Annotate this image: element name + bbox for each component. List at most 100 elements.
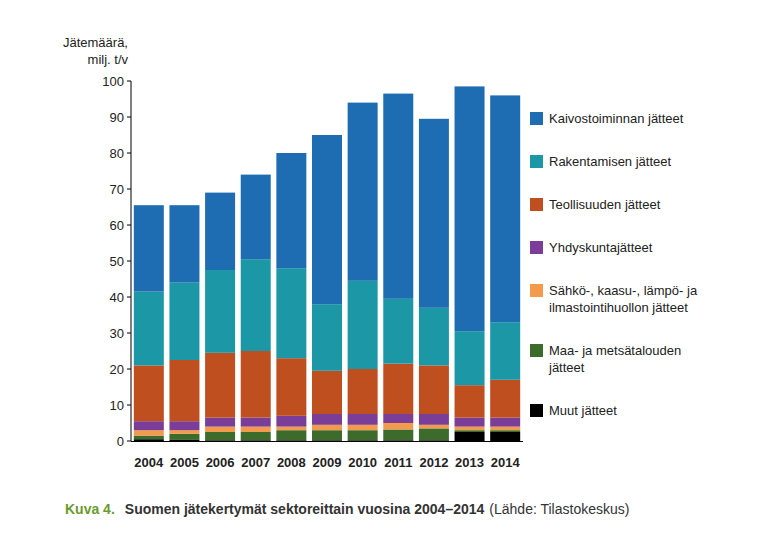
bar-segment [134, 436, 164, 440]
x-axis [131, 441, 523, 442]
bar-segment [490, 418, 520, 427]
bar-segment [205, 353, 235, 418]
legend-label: Sähkö-, kaasu-, lämpö- jailmastointihuol… [549, 283, 698, 315]
bar-segment [348, 430, 378, 440]
x-tick-label: 2007 [241, 455, 270, 470]
y-tick [127, 441, 131, 442]
bar-segment [348, 103, 378, 281]
legend-label: Rakentamisen jätteet [549, 154, 672, 169]
y-tick [127, 297, 131, 298]
y-tick-label: 60 [110, 218, 124, 233]
x-tick-label: 2012 [419, 455, 448, 470]
bar-segment [241, 432, 271, 440]
bar-segment [490, 322, 520, 380]
bar-segment [455, 331, 485, 385]
bar-segment [205, 427, 235, 432]
bars [134, 86, 520, 441]
source: (Lähde: Tilastokeskus) [489, 501, 629, 517]
bar-segment [241, 351, 271, 418]
bar-segment [348, 369, 378, 414]
legend-swatch [530, 284, 543, 297]
y-tick-label: 0 [117, 434, 124, 449]
bar-segment [490, 430, 520, 432]
x-tick-label: 2013 [455, 455, 484, 470]
y-tick-label: 10 [110, 398, 124, 413]
legend-label: Kaivostoiminnan jätteet [549, 111, 684, 126]
bar-segment [134, 365, 164, 421]
bar-segment [455, 418, 485, 427]
bar-segment [276, 358, 306, 416]
bar-segment [419, 119, 449, 308]
bar-segment [490, 427, 520, 431]
x-tick-label: 2014 [491, 455, 521, 470]
bar-segment [134, 421, 164, 430]
y-tick-label: 70 [110, 182, 124, 197]
bar-segment [383, 94, 413, 299]
legend-label: Teollisuuden jätteet [549, 197, 661, 212]
bar-segment [169, 360, 199, 421]
y-tick-label: 20 [110, 362, 124, 377]
x-tick-label: 2009 [313, 455, 342, 470]
title: Suomen jätekertymät sektoreittain vuosin… [125, 501, 485, 517]
bar-segment [490, 95, 520, 322]
bar-segment [276, 416, 306, 427]
bar-segment [241, 427, 271, 432]
y-tick [127, 405, 131, 406]
bar-segment [312, 430, 342, 440]
bar-segment [383, 364, 413, 414]
bar-segment [455, 430, 485, 432]
bar-segment [276, 153, 306, 268]
bar-segment [169, 434, 199, 440]
bar-segment [383, 429, 413, 440]
bar-segment [312, 371, 342, 414]
x-tick-label: 2008 [277, 455, 306, 470]
x-tick-label: 2005 [170, 455, 199, 470]
y-tick [127, 81, 131, 82]
bar-segment [169, 205, 199, 282]
bar-segment [348, 281, 378, 369]
bar-segment [134, 430, 164, 435]
bar-segment [134, 205, 164, 291]
bar-segment [312, 135, 342, 304]
bar-segment [134, 439, 164, 441]
y-tick-label: 50 [110, 254, 124, 269]
bar-segment [348, 425, 378, 430]
x-tick-label: 2006 [206, 455, 235, 470]
bar-segment [276, 430, 306, 440]
legend-label: Muut jätteet [549, 403, 617, 418]
legend-label: Maa- ja metsätaloudenjätteet [548, 343, 681, 375]
bar-segment [205, 270, 235, 353]
bar-segment [419, 365, 449, 414]
bar-segment [169, 421, 199, 430]
bar-segment [348, 414, 378, 425]
bar-segment [455, 427, 485, 431]
figure-number: Kuva 4. [65, 501, 115, 517]
bar-segment [455, 432, 485, 441]
y-tick [127, 225, 131, 226]
chart: 0102030405060708090100200420052006200720… [0, 0, 760, 539]
bar-segment [276, 427, 306, 431]
bar-segment [383, 414, 413, 423]
bar-segment [169, 283, 199, 360]
bar-segment [241, 418, 271, 427]
bar-segment [169, 440, 199, 441]
legend-swatch [530, 198, 543, 211]
bar-segment [205, 432, 235, 440]
bar-segment [205, 418, 235, 427]
bar-segment [205, 193, 235, 270]
bar-segment [490, 432, 520, 441]
bar-segment [241, 175, 271, 260]
x-tick-label: 2011 [384, 455, 412, 470]
legend-swatch [530, 112, 543, 125]
y-tick [127, 261, 131, 262]
y-tick-label: 30 [110, 326, 124, 341]
bar-segment [312, 425, 342, 430]
bar-segment [312, 414, 342, 425]
legend-swatch [530, 344, 543, 357]
caption: Kuva 4. Suomen jätekertymät sektoreittain… [65, 501, 629, 517]
y-tick [127, 153, 131, 154]
y-tick [127, 189, 131, 190]
y-tick-label: 40 [110, 290, 124, 305]
y-tick-label: 90 [110, 110, 124, 125]
legend-label: Yhdyskuntajätteet [549, 240, 653, 255]
